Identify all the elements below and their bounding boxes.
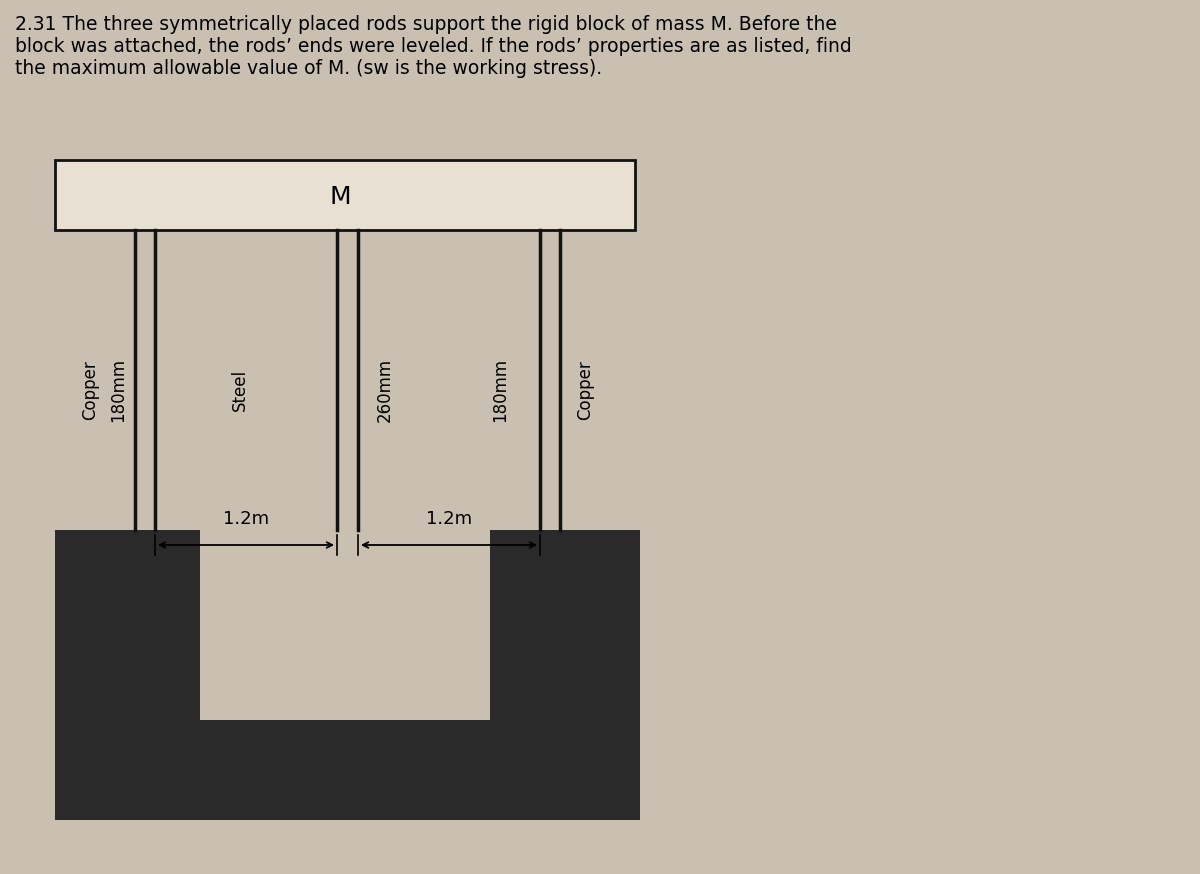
Bar <box>55 530 200 820</box>
Text: Steel: Steel <box>230 369 250 411</box>
Text: 1.2m: 1.2m <box>426 510 472 528</box>
Text: 2.31 The three symmetrically placed rods support the rigid block of mass M. Befo: 2.31 The three symmetrically placed rods… <box>14 15 852 78</box>
Bar <box>55 160 635 230</box>
Text: 180mm: 180mm <box>109 358 127 422</box>
Text: 1.2m: 1.2m <box>223 510 269 528</box>
Bar <box>55 720 640 820</box>
Text: Copper: Copper <box>82 360 98 420</box>
Text: Copper: Copper <box>576 360 594 420</box>
Text: M: M <box>329 185 350 209</box>
Text: 260mm: 260mm <box>376 358 394 422</box>
Text: 180mm: 180mm <box>491 358 509 422</box>
Bar <box>490 530 640 820</box>
